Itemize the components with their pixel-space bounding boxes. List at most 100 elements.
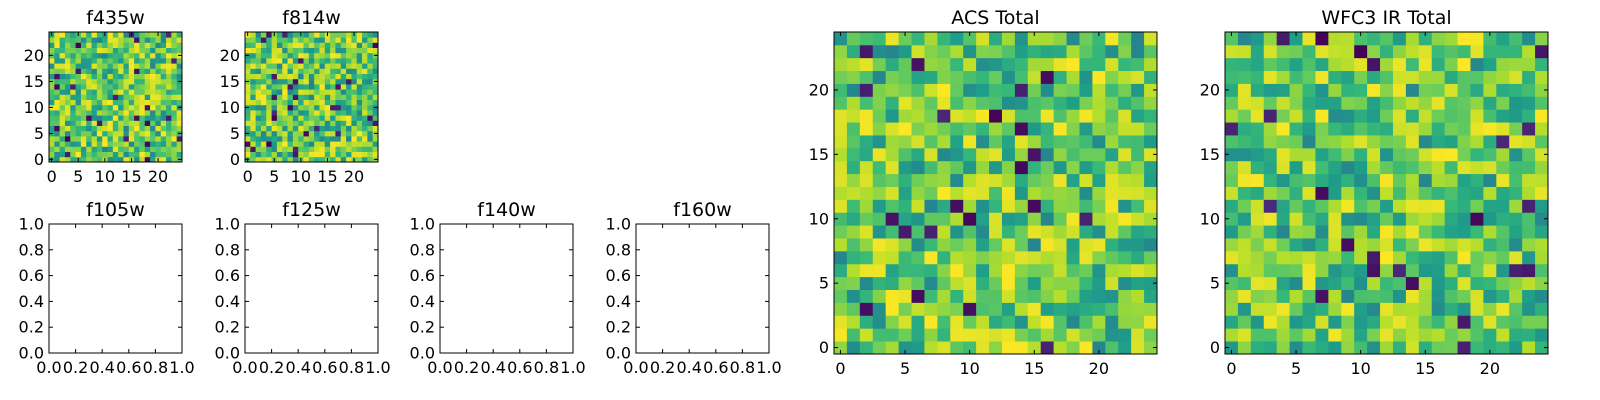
heatmap-cell	[1289, 238, 1303, 252]
heatmap-cell	[1237, 147, 1252, 162]
heatmap-cell	[314, 94, 320, 100]
heatmap-cell	[250, 63, 257, 69]
x-tick-label: 1.0	[169, 358, 194, 377]
heatmap-cell	[1250, 135, 1265, 149]
heatmap-cell	[292, 52, 299, 59]
heatmap-cell	[362, 115, 368, 121]
heatmap-cell	[134, 156, 140, 163]
heatmap-cell	[250, 84, 257, 90]
heatmap-cell	[1066, 160, 1080, 175]
heatmap-cell	[1131, 199, 1145, 213]
heatmap-cell	[372, 47, 379, 54]
heatmap-cell	[1105, 250, 1119, 265]
heatmap-cell	[1040, 186, 1055, 200]
heatmap-cell	[356, 58, 363, 64]
heatmap-cell	[989, 135, 1003, 149]
heatmap-cell	[1027, 83, 1042, 97]
heatmap-cell	[282, 99, 288, 106]
heatmap-cell	[1237, 173, 1252, 187]
heatmap-cell	[362, 130, 368, 137]
heatmap-cell	[1328, 122, 1342, 136]
x-tick-label: 0.0	[623, 358, 648, 377]
heatmap-cell	[1053, 263, 1067, 278]
heatmap-cell	[335, 115, 342, 121]
heatmap-cell	[1092, 263, 1106, 278]
heatmap-cell	[102, 136, 108, 142]
heatmap-cell	[1380, 276, 1394, 290]
heatmap-cell	[107, 89, 114, 95]
heatmap-cell	[91, 63, 98, 69]
heatmap-cell	[1053, 289, 1067, 303]
heatmap-cell	[319, 104, 326, 111]
heatmap-cell	[1014, 44, 1029, 59]
heatmap-cell	[1431, 250, 1446, 265]
heatmap-cell	[1053, 315, 1067, 329]
heatmap-cell	[846, 44, 861, 59]
heatmap-cell	[298, 115, 304, 121]
heatmap-cell	[1418, 96, 1433, 110]
heatmap-cell	[49, 110, 55, 116]
heatmap-cell	[340, 52, 347, 59]
heatmap-cell	[59, 99, 66, 106]
heatmap-cell	[1367, 70, 1381, 84]
heatmap-cell	[351, 151, 358, 158]
heatmap-cell	[950, 212, 964, 226]
heatmap-cell	[260, 42, 267, 48]
heatmap-cell	[324, 130, 331, 137]
heatmap-cell	[1066, 315, 1080, 329]
heatmap-cell	[989, 122, 1003, 136]
heatmap-cell	[989, 212, 1003, 226]
heatmap-cell	[846, 225, 861, 239]
heatmap-cell	[260, 58, 267, 64]
heatmap-cell	[1367, 147, 1381, 162]
heatmap-cell	[335, 136, 342, 142]
heatmap-cell	[872, 57, 887, 72]
heatmap-cell	[1263, 109, 1278, 123]
heatmap-cell	[1315, 328, 1329, 342]
heatmap-cell	[1079, 109, 1093, 123]
heatmap-cell	[150, 58, 156, 64]
heatmap-cell	[1509, 186, 1523, 200]
heatmap-cell	[976, 238, 990, 252]
heatmap-cell	[314, 156, 320, 163]
heatmap-cell	[872, 315, 887, 329]
heatmap-cell	[266, 78, 272, 85]
heatmap-cell	[166, 120, 172, 126]
heatmap-cell	[112, 104, 119, 111]
heatmap-cell	[1040, 83, 1055, 97]
heatmap-cell	[859, 263, 874, 278]
heatmap-cell	[872, 96, 887, 110]
axes-frame	[833, 31, 1158, 355]
heatmap-cell	[924, 32, 938, 46]
heatmap-cell	[298, 110, 304, 116]
heatmap-cell	[1105, 83, 1119, 97]
heatmap-cell	[1118, 173, 1132, 187]
heatmap-cell	[139, 73, 146, 80]
heatmap-cell	[937, 186, 951, 200]
heatmap-cell	[171, 136, 178, 142]
heatmap-cell	[1341, 289, 1355, 303]
heatmap-cell	[989, 315, 1003, 329]
heatmap-cell	[64, 141, 71, 147]
heatmap-cell	[1354, 96, 1368, 110]
heatmap-cell	[1040, 57, 1055, 72]
heatmap-cell	[989, 147, 1003, 162]
heatmap-cell	[75, 68, 82, 74]
heatmap-cell	[282, 151, 288, 158]
heatmap-cell	[911, 302, 925, 316]
heatmap-cell	[1144, 44, 1158, 59]
heatmap-cell	[64, 84, 71, 90]
heatmap-cell	[898, 263, 912, 278]
heatmap-cell	[1431, 70, 1446, 84]
heatmap-cell	[260, 99, 267, 106]
heatmap-cell	[255, 156, 262, 163]
heatmap-cell	[1066, 32, 1080, 46]
heatmap-cell	[846, 186, 861, 200]
heatmap-cell	[351, 110, 358, 116]
heatmap-cell	[96, 136, 103, 142]
x-tick-label: 15	[121, 167, 141, 186]
heatmap-cell	[1418, 341, 1433, 355]
heatmap-cell	[1444, 328, 1458, 342]
y-tick-label: 20	[809, 80, 829, 99]
heatmap-cell	[155, 78, 162, 85]
